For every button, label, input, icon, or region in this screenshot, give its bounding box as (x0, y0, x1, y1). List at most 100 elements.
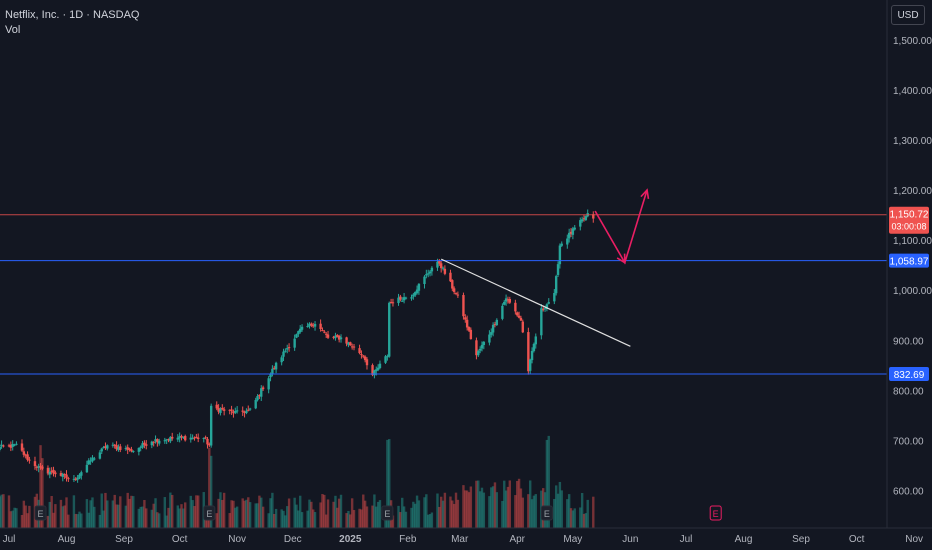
candle-body (495, 319, 499, 326)
candle-body (501, 305, 504, 319)
volume-bar (284, 515, 287, 528)
volume-bar (349, 514, 352, 528)
volume-bar (11, 510, 14, 528)
candle-body (243, 411, 246, 413)
candle-body (332, 336, 335, 338)
volume-bar (221, 499, 224, 528)
volume-bar (404, 511, 408, 528)
trendline[interactable] (440, 258, 631, 347)
candle-body (184, 436, 187, 441)
volume-bar (428, 514, 432, 528)
symbol-title: Netflix, Inc. · 1D · NASDAQ (5, 9, 140, 21)
candle-body (541, 308, 545, 310)
candle-body (228, 409, 231, 411)
volume-bar (566, 499, 569, 528)
volume-bar (52, 512, 55, 528)
candle-body (423, 276, 426, 285)
candle-body (443, 268, 447, 274)
y-tick-label: 1,200.00 (893, 186, 932, 197)
candle-body (76, 477, 79, 480)
candle-body (410, 297, 413, 299)
candle-body (219, 408, 222, 413)
projection-arrow[interactable] (594, 189, 648, 265)
volume-bar (2, 494, 5, 528)
candle-body (475, 340, 478, 356)
candle-body (521, 321, 524, 333)
candle-body (245, 410, 248, 414)
y-tick-label: 1,000.00 (893, 286, 932, 297)
volume-bar (332, 501, 335, 528)
volume-bar (128, 498, 131, 528)
candle-body (547, 302, 550, 304)
candle-body (482, 341, 486, 346)
candle-body (156, 439, 159, 443)
volume-bar (452, 503, 456, 528)
candle-body (592, 214, 595, 219)
volume-bar (9, 511, 13, 528)
x-tick-label: May (563, 534, 582, 545)
candle-body (462, 295, 465, 317)
volume-bar (104, 492, 107, 528)
volume-bar (313, 512, 317, 528)
volume-bar (534, 494, 537, 528)
candle-body (196, 437, 200, 439)
candle-body (52, 469, 55, 474)
volume-bar (553, 498, 556, 528)
earnings-marker[interactable]: E (709, 505, 722, 521)
volume-bar (87, 512, 90, 528)
candle-body (106, 445, 109, 449)
volume-bar (454, 492, 458, 528)
volume-bar (491, 486, 495, 528)
x-tick-label: Mar (451, 534, 469, 545)
candle-body (59, 473, 63, 476)
candle-body (477, 351, 480, 356)
candle-body (532, 343, 536, 352)
candle-body (488, 334, 491, 343)
candle-body (7, 445, 11, 447)
earnings-marker[interactable]: E (381, 505, 394, 521)
volume-bar (579, 507, 582, 528)
volume-bar (258, 495, 261, 528)
volume-bar (293, 497, 296, 528)
candle-body (139, 446, 142, 448)
earnings-label: E (38, 509, 44, 519)
candle-body (415, 289, 419, 294)
earnings-marker[interactable]: E (540, 505, 553, 521)
candle-body (91, 457, 94, 462)
candle-body (87, 460, 90, 465)
volume-bar (113, 494, 116, 528)
candle-body (324, 333, 328, 335)
volume-bar (85, 499, 89, 528)
volume-bar (280, 509, 283, 528)
candle-body (295, 334, 298, 338)
volume-indicator-label[interactable]: Vol (5, 24, 21, 36)
candle-body (308, 323, 311, 327)
volume-bar (386, 439, 389, 528)
volume-bar (592, 496, 595, 528)
volume-bar (124, 505, 128, 528)
x-tick-label: Jul (3, 534, 16, 545)
candle-body (360, 354, 363, 356)
volume-bar (337, 498, 341, 528)
volume-bar (219, 492, 222, 528)
earnings-marker[interactable]: E (203, 505, 216, 521)
candle-body (389, 301, 393, 303)
volume-bar (417, 500, 421, 528)
y-tick-label: 1,100.00 (893, 236, 932, 247)
volume-bar (554, 485, 558, 528)
candle-body (15, 443, 18, 445)
last-price-tag (889, 206, 929, 234)
volume-bar (569, 508, 573, 528)
dip-arrow-head (616, 253, 626, 265)
currency-button[interactable]: USD (891, 5, 925, 25)
candle-body (0, 444, 3, 447)
volume-bar (0, 494, 3, 528)
earnings-marker[interactable]: E (34, 505, 47, 521)
volume-bar (256, 503, 259, 528)
candle-body (119, 446, 122, 450)
x-tick-label: Nov (228, 534, 246, 545)
volume-bar (254, 503, 257, 528)
